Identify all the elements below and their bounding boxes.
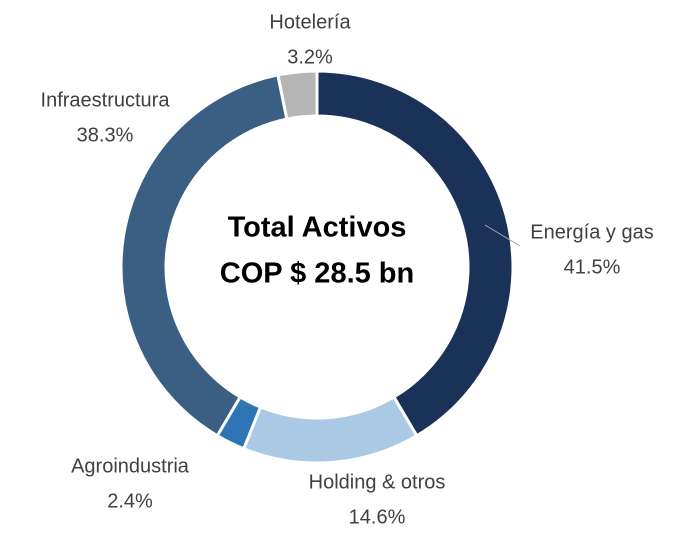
category-label: Hotelería [269, 11, 351, 33]
category-label: Infraestructura [41, 89, 171, 111]
value-label: 3.2% [287, 46, 333, 68]
category-label: Holding & otros [309, 471, 446, 493]
donut-segment [119, 73, 289, 438]
value-label: 41.5% [564, 256, 621, 278]
donut-segment [241, 394, 419, 465]
leader-line [484, 224, 521, 247]
value-label: 14.6% [349, 506, 406, 528]
category-label: Agroindustria [71, 455, 190, 477]
value-label: 2.4% [107, 490, 153, 512]
value-label: 38.3% [77, 124, 134, 146]
center-label: COP $ 28.5 bn [220, 258, 415, 290]
donut-segment [315, 69, 515, 438]
category-label: Energía y gas [530, 221, 653, 243]
donut-segment [276, 69, 319, 121]
center-label: Total Activos [228, 212, 407, 244]
